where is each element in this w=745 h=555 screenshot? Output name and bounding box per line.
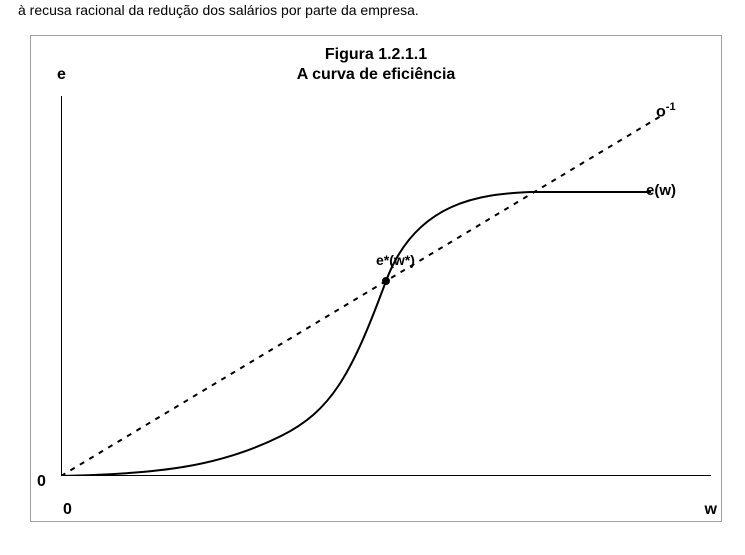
y-axis-label: e	[57, 66, 66, 84]
origin-y-label: 0	[37, 473, 46, 491]
chart-plot	[61, 96, 711, 476]
tangent-line-from-origin	[61, 116, 661, 476]
origin-x-label: 0	[63, 501, 72, 519]
curve-label: e(w)	[646, 182, 676, 199]
x-axis-label: w	[705, 501, 717, 519]
caption-text: à recusa racional da redução dos salário…	[18, 2, 419, 18]
chart-frame: Figura 1.2.1.1 A curva de eficiência e w…	[30, 35, 722, 522]
tangent-line-label: o-1	[656, 101, 676, 121]
efficiency-curve	[61, 192, 651, 476]
tangent-point-marker	[382, 277, 390, 285]
tangent-point-label: e*(w*)	[376, 252, 415, 268]
o-label-main: o	[656, 103, 666, 120]
figure-title-subtitle: A curva de eficiência	[31, 66, 721, 84]
page-root: à recusa racional da redução dos salário…	[0, 0, 745, 555]
figure-title-number: Figura 1.2.1.1	[31, 46, 721, 64]
o-label-sup: -1	[666, 101, 676, 113]
